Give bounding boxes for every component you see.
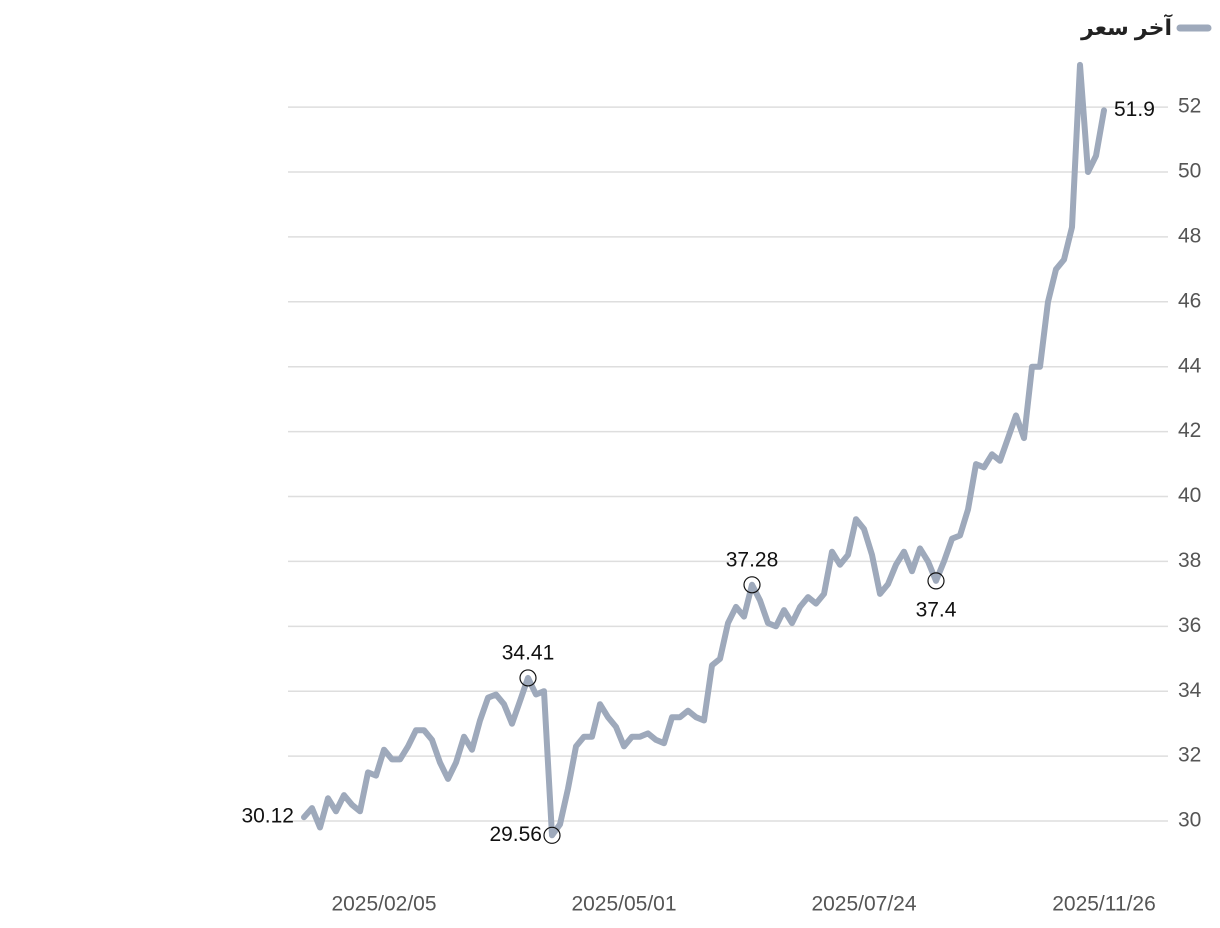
data-label: 29.56	[489, 823, 542, 846]
y-tick-label: 30	[1178, 809, 1201, 832]
legend-label: آخر سعر	[1080, 13, 1172, 41]
y-tick-label: 46	[1178, 289, 1201, 312]
price-line	[301, 61, 1107, 839]
y-tick-label: 52	[1178, 95, 1201, 118]
y-tick-label: 36	[1178, 614, 1201, 637]
point-marker	[743, 576, 761, 594]
data-label: 37.4	[916, 598, 957, 621]
y-tick-label: 32	[1178, 744, 1201, 767]
point-marker	[927, 572, 945, 590]
x-tick-label: 2025/05/01	[571, 893, 676, 916]
y-tick-label: 40	[1178, 484, 1201, 507]
x-tick-label: 2025/07/24	[811, 893, 916, 916]
x-tick-label: 2025/02/05	[331, 893, 436, 916]
point-marker	[543, 826, 561, 844]
point-marker	[519, 669, 537, 687]
y-tick-label: 50	[1178, 160, 1201, 183]
y-tick-label: 42	[1178, 419, 1201, 442]
y-tick-label: 44	[1178, 354, 1202, 377]
x-tick-label: 2025/11/26	[1052, 893, 1156, 916]
data-label: 34.41	[502, 641, 555, 664]
y-tick-label: 48	[1178, 224, 1201, 247]
y-tick-label: 38	[1178, 549, 1201, 572]
data-label: 51.9	[1114, 98, 1155, 121]
data-label: 37.28	[726, 548, 779, 571]
y-tick-label: 34	[1178, 679, 1202, 702]
data-label: 30.12	[241, 805, 294, 828]
